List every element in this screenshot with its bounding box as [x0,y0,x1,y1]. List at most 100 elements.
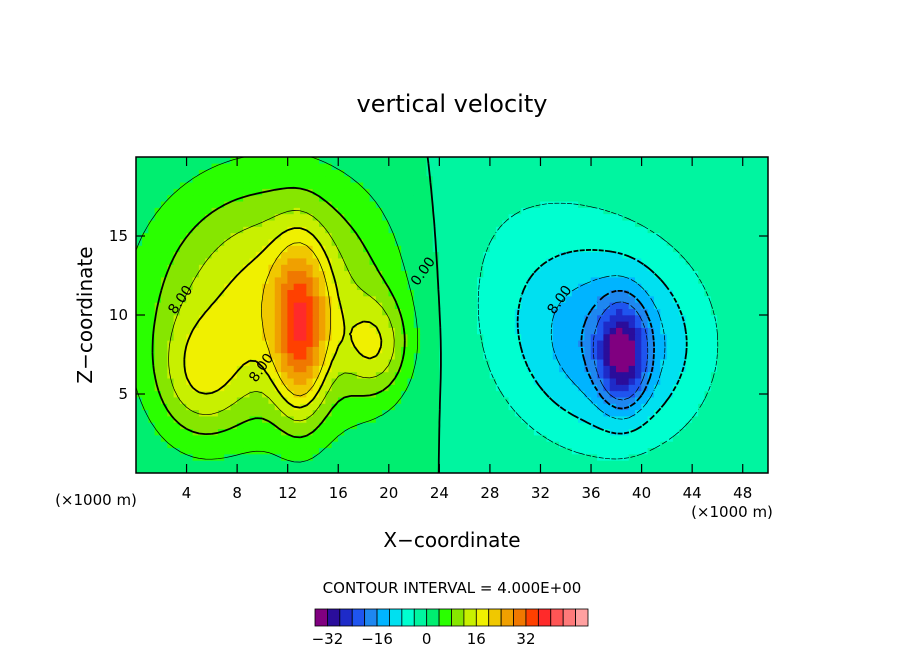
contour-cell [578,422,586,430]
contour-cell [717,213,725,221]
contour-cell [337,295,345,303]
contour-cell [476,213,484,221]
contour-cell [578,447,586,455]
contour-cell [198,447,206,455]
contour-cell [388,460,396,467]
contour-cell [698,157,706,164]
contour-cell [508,396,516,404]
contour-cell [502,377,510,385]
contour-cell [445,428,453,436]
contour-cell [489,409,497,417]
contour-cell [616,264,623,272]
contour-cell [325,415,333,423]
contour-cell [546,327,554,335]
contour-cell [603,352,611,360]
contour-cell [167,447,175,455]
contour-cell [224,295,232,303]
contour-cell [445,409,453,417]
contour-cell [590,415,598,423]
contour-cell [470,270,478,278]
contour-cell [217,321,225,328]
contour-cell [476,371,484,379]
contour-cell [578,434,586,442]
contour-cell [571,295,579,303]
contour-cell [136,302,143,309]
contour-cell [710,390,718,398]
contour-cell [742,415,750,423]
contour-cell [691,453,699,461]
contour-cell [679,157,687,164]
contour-cell [243,207,251,215]
contour-cell [634,213,642,221]
contour-cell [483,314,491,322]
contour-cell [318,415,326,423]
contour-cell [287,403,295,411]
contour-cell [514,245,522,253]
contour-cell [704,226,712,234]
contour-cell [230,283,238,291]
contour-cell [420,289,428,297]
contour-cell [495,327,503,335]
contour-cell [312,460,320,467]
contour-cell [729,415,737,423]
contour-cell [723,321,731,328]
contour-cell [205,175,213,183]
contour-cell [578,175,586,183]
contour-cell [704,314,712,322]
contour-cell [660,226,668,234]
contour-cell [521,346,529,354]
contour-cell [571,365,579,373]
contour-cell [369,371,377,379]
contour-cell [325,358,333,366]
contour-cell [710,257,718,265]
contour-cell [698,365,706,373]
contour-cell [369,175,377,183]
contour-cell [388,200,396,208]
contour-cell [224,327,232,335]
contour-cell [540,422,548,430]
contour-cell [723,434,731,442]
contour-cell [350,245,358,253]
contour-cell [761,175,768,183]
contour-cell [495,289,503,297]
contour-cell [325,447,333,455]
contour-cell [584,251,592,259]
contour-cell [356,365,364,373]
contour-cell [495,163,503,170]
contour-cell [521,339,529,347]
contour-cell [514,409,522,417]
contour-cell [136,441,143,449]
contour-cell [363,169,371,177]
contour-cell [236,169,244,177]
contour-cell [230,415,238,423]
contour-cell [154,188,162,196]
contour-cell [287,270,295,278]
contour-cell [546,321,554,328]
contour-cell [698,453,706,461]
contour-cell [375,276,383,284]
contour-cell [666,409,674,417]
contour-cell [331,428,339,436]
contour-cell [179,188,187,196]
contour-cell [243,339,251,347]
contour-cell [533,396,541,404]
contour-cell [281,257,288,265]
contour-cell [136,213,143,221]
contour-cell [717,460,725,467]
contour-cell [236,466,244,473]
contour-cell [382,358,390,366]
contour-cell [413,434,421,442]
contour-cell [761,276,768,284]
contour-cell [224,314,232,322]
contour-cell [508,238,516,246]
contour-cell [679,371,687,379]
contour-cell [495,194,503,202]
contour-cell [502,283,510,291]
contour-cell [325,434,333,442]
contour-cell [148,232,156,240]
contour-cell [300,276,307,284]
contour-cell [622,403,630,411]
contour-cell [337,283,345,291]
contour-cell [559,302,567,309]
contour-cell [236,428,244,436]
